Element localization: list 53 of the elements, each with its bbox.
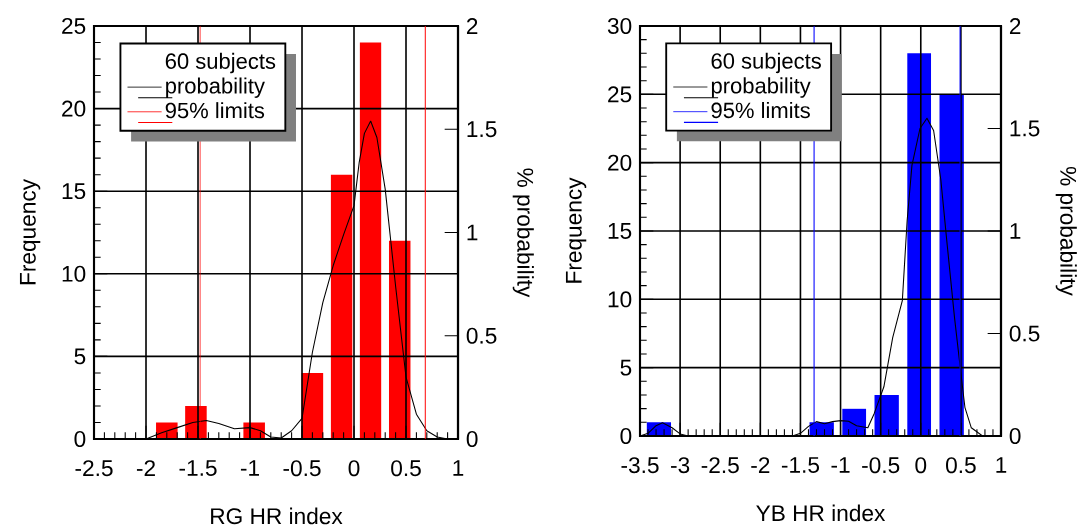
y2-tick-label: 1 [1010, 223, 1021, 239]
x-axis-title: RG HR index [211, 507, 343, 525]
x-tick-label: 1 [996, 457, 1007, 473]
y-tick-label: 25 [608, 86, 632, 103]
y-tick-label: 15 [62, 183, 86, 200]
x-tick-label: 0.5 [946, 457, 976, 474]
x-tick-label: -1.5 [781, 457, 820, 473]
y-tick-label: 25 [62, 17, 86, 35]
x-tick-label: -3 [671, 457, 690, 474]
ref-line-label: 95% limits [165, 102, 265, 119]
x-tick-label: -1 [240, 460, 259, 476]
y2-axis-title: % probability [1055, 166, 1077, 296]
y-axis-title: Frequency [19, 179, 41, 285]
x-tick-label: -2.5 [75, 460, 113, 477]
y-tick-label: 5 [620, 359, 632, 376]
y-tick-label: 10 [62, 265, 86, 282]
y2-tick-label: 1 [467, 224, 478, 241]
y-tick-label: 20 [608, 154, 632, 171]
y2-tick-label: 1.5 [1010, 120, 1040, 137]
legend-title: 60 subjects [711, 52, 821, 74]
y-axis-title: Frequency [565, 177, 587, 283]
x-tick-label: -2 [136, 460, 155, 476]
y2-tick-label: 0.5 [1009, 325, 1040, 342]
x-tick-label: 0.5 [391, 460, 421, 477]
x-axis-title: YB HR index [756, 504, 886, 522]
y2-tick-label: 0 [1009, 427, 1021, 445]
y-tick-label: 10 [608, 291, 632, 308]
y-tick-label: 30 [607, 17, 632, 35]
x-tick-label: -1 [831, 457, 850, 473]
y2-tick-label: 2 [466, 18, 478, 34]
y-tick-label: 20 [62, 100, 86, 117]
y2-tick-label: 0 [466, 430, 478, 448]
y2-tick-label: 1.5 [467, 121, 497, 138]
y2-axis-title: % probability [512, 168, 534, 298]
legend-title: 60 subjects [165, 52, 276, 74]
x-tick-label: 1 [453, 460, 464, 476]
y-tick-label: 15 [608, 223, 632, 239]
x-tick-label: -0.5 [283, 460, 321, 477]
x-tick-label: -1.5 [179, 460, 217, 476]
y2-tick-label: 0.5 [466, 327, 497, 344]
y2-tick-label: 2 [1009, 18, 1021, 34]
y-tick-label: 0 [74, 430, 86, 448]
legend-label: probability [166, 77, 265, 98]
x-tick-label: -0.5 [862, 457, 900, 474]
y-tick-label: 5 [74, 348, 86, 365]
x-tick-label: -2 [751, 457, 770, 473]
x-tick-label: 0 [915, 457, 927, 474]
ref-line-label: 95% limits [711, 102, 810, 119]
x-tick-label: 0 [348, 460, 360, 477]
x-tick-label: -3.5 [621, 457, 659, 474]
x-tick-label: -2.5 [701, 457, 739, 474]
legend-label: probability [711, 77, 811, 98]
y-tick-label: 0 [620, 427, 632, 445]
